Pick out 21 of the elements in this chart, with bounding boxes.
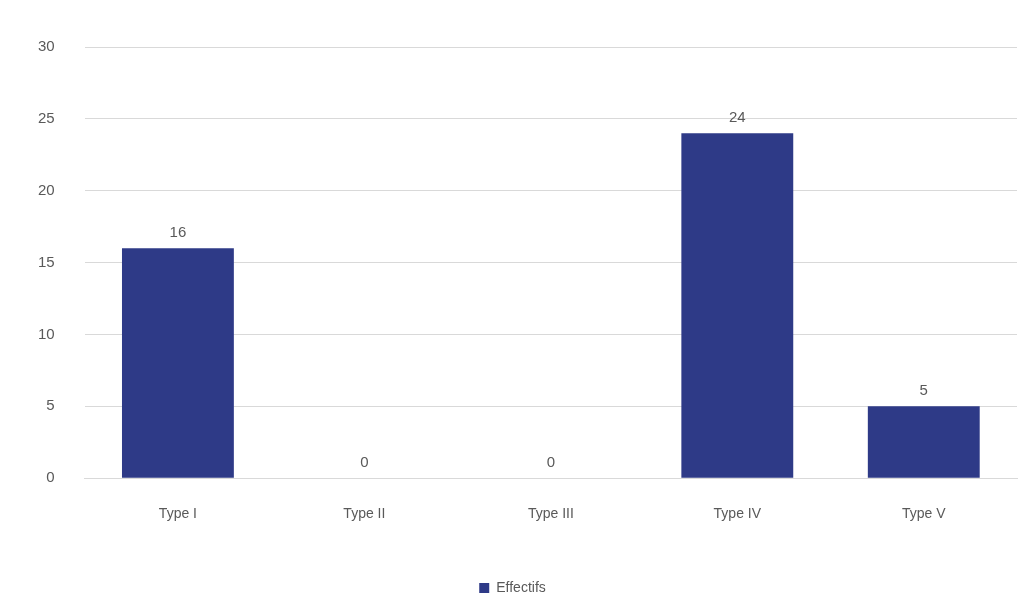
data-label: 0 <box>546 452 556 470</box>
data-label: 24 <box>728 107 746 125</box>
bar <box>681 133 794 478</box>
x-tick-label: Type V <box>901 505 947 522</box>
data-label: 16 <box>169 222 187 240</box>
x-tick-label: Type II <box>343 505 386 522</box>
y-tick-label: 25 <box>38 109 55 127</box>
y-tick-label: 30 <box>38 37 55 55</box>
y-tick-label: 5 <box>46 396 55 414</box>
bar <box>121 248 234 478</box>
data-label: 0 <box>360 452 369 470</box>
y-tick-label: 15 <box>38 252 55 270</box>
data-label: 5 <box>919 380 928 398</box>
legend-label: Effectifs <box>496 578 546 595</box>
x-tick-label: Type III <box>527 505 574 522</box>
y-tick-label: 10 <box>38 324 55 342</box>
y-tick-label: 0 <box>46 468 55 486</box>
y-tick-label: 20 <box>38 180 55 198</box>
bar <box>867 406 980 478</box>
x-tick-label: Type I <box>158 505 197 522</box>
x-tick-label: Type IV <box>713 505 762 522</box>
